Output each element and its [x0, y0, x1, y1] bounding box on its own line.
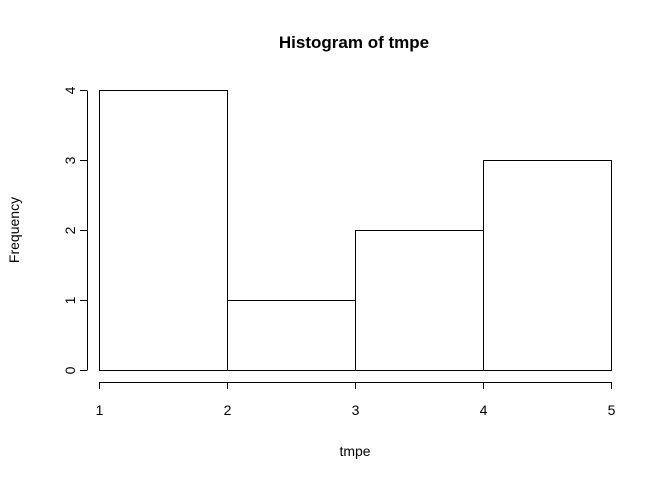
- x-axis: 1 2 3 4 5: [96, 382, 616, 418]
- y-tick-label-4: 3: [62, 156, 78, 164]
- y-axis: 0 1 2 3 4: [62, 86, 88, 374]
- y-tick-label-5: 4: [62, 86, 78, 94]
- x-tick-label-1: 1: [96, 402, 104, 418]
- x-tick-label-4: 4: [480, 402, 488, 418]
- histogram-bar-1: [99, 90, 228, 371]
- x-tick-label-3: 3: [352, 402, 360, 418]
- y-tick-label-3: 2: [62, 226, 78, 234]
- x-tick-label-5: 5: [608, 402, 616, 418]
- y-axis-label: Frequency: [6, 197, 22, 263]
- bars-group: [99, 90, 612, 371]
- x-axis-label: tmpe: [339, 443, 370, 459]
- histogram-bar-3: [355, 230, 484, 371]
- y-tick-label-2: 1: [62, 296, 78, 304]
- chart-title: Histogram of tmpe: [279, 33, 429, 52]
- histogram-bar-2: [227, 300, 356, 371]
- histogram-bar-4: [483, 160, 612, 371]
- y-tick-label-1: 0: [62, 366, 78, 374]
- x-tick-label-2: 2: [224, 402, 232, 418]
